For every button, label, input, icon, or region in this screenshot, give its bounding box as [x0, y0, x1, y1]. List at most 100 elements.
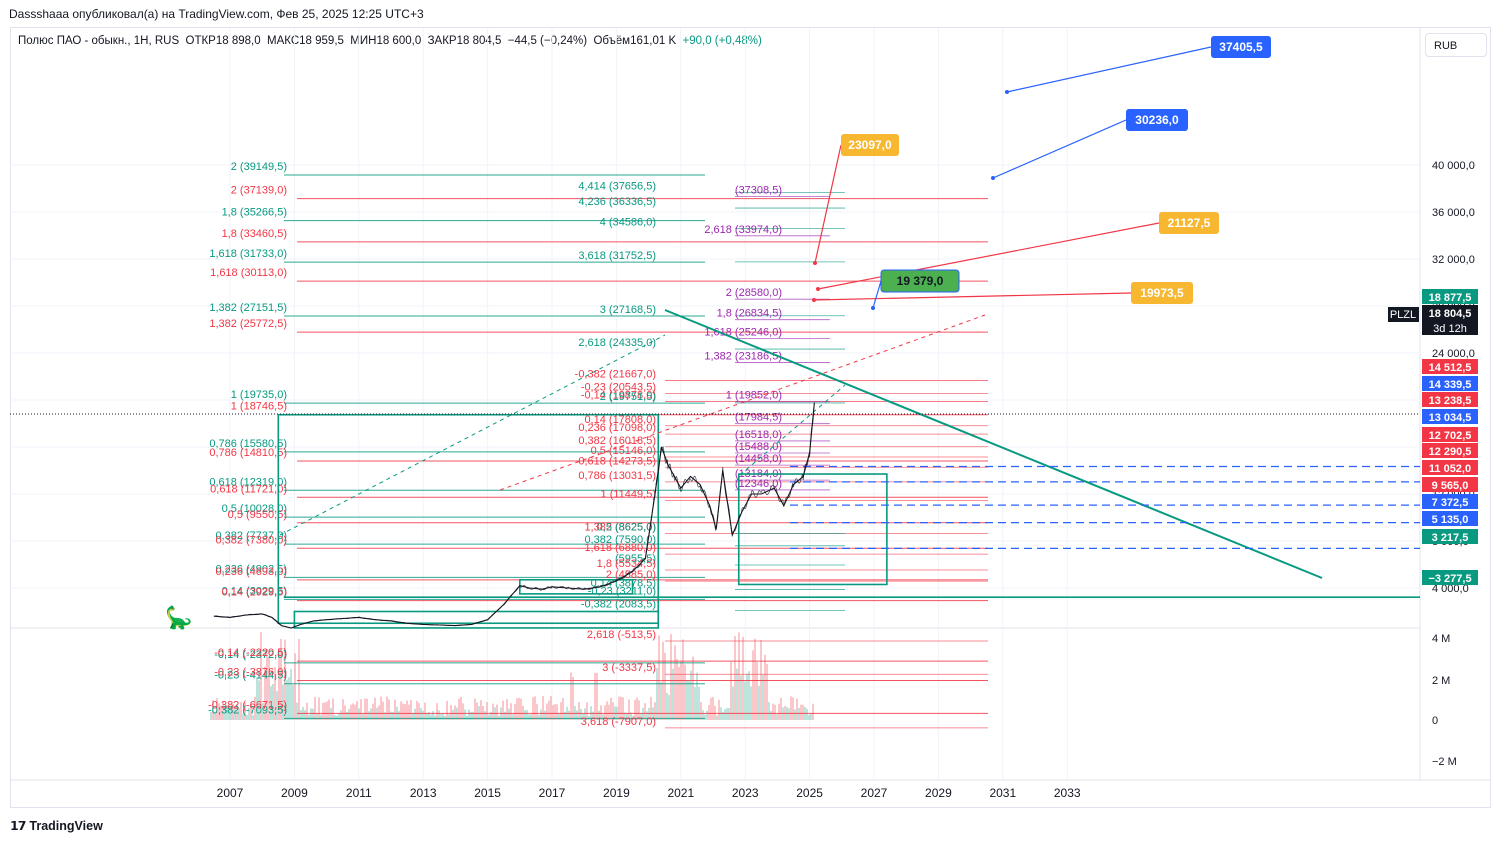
x-tick-label: 2011 [346, 786, 372, 800]
fib-level-label: 1 (11449,5) [601, 488, 656, 500]
fib-level-label: 0,236 (4902,5) [215, 563, 287, 575]
fib-level-label: 2 (4585,0) [606, 569, 656, 581]
fib-level-label: 4 (34586,0) [600, 217, 656, 229]
replay-dino-icon: 🦕 [165, 605, 192, 630]
fib-level-label: 1,382 (27151,5) [209, 302, 287, 314]
price-axis-tag [1422, 460, 1478, 475]
symbol-title[interactable]: Полюс ПАО - обыкн., 1H, RUS [18, 35, 180, 47]
currency-button[interactable]: RUB [1425, 33, 1487, 57]
open-value: ОТКР18 898,0 [185, 35, 261, 47]
y-tick-label: 40 000,0 [1432, 160, 1475, 172]
x-tick-label: 2031 [989, 786, 1016, 800]
fib-level-label: 1 (19735,0) [231, 389, 287, 401]
fib-level-label: 1,8 (26834,5) [717, 308, 782, 320]
fib-level-label: 1,382 (23186,5) [704, 351, 782, 363]
fib-level-label: 0,382 (7590,0) [584, 534, 656, 546]
price-axis-tag [1422, 511, 1478, 526]
fib-level-label: 3,618 (-7907,0) [581, 716, 656, 728]
fib-level-label: 1,382 (8625,0) [584, 522, 656, 534]
fib-level-label: 0,382 (7737,0) [215, 530, 287, 542]
volume-tick-label: 0 [1432, 715, 1438, 727]
callout-leader [813, 292, 1132, 301]
fib-level-label: -0,23 (20543,5) [581, 382, 656, 394]
volume-value: Объём161,01 K [593, 35, 677, 47]
price-axis-tag-label: 12 702,5 [1429, 430, 1472, 442]
fib-level-label: -0,14 (-2372,0) [214, 649, 287, 661]
fib-level-label: 0,236 (17098,0) [578, 422, 656, 434]
callout-anchor [871, 306, 875, 310]
range-box [277, 413, 660, 625]
fib-level-label: 2 (28580,0) [726, 287, 782, 299]
countdown-label: 3d 12h [1433, 323, 1467, 335]
x-tick-label: 2013 [410, 786, 437, 800]
fib-level-label: (37308,5) [735, 185, 782, 197]
fib-level-label: 1,8 (5534,5) [597, 558, 656, 570]
fib-level-label: -0,382 (21667,0) [575, 368, 656, 380]
y-tick-label: 36 000,0 [1432, 207, 1475, 219]
price-axis-tag-label: 13 238,5 [1429, 395, 1472, 407]
price-axis-tag [1422, 443, 1478, 458]
target-callout [1126, 109, 1188, 131]
price-axis-tag-label: 18 877,5 [1429, 292, 1472, 304]
fib-level-label: -0,23 (-3876,0) [214, 667, 287, 679]
target-callout [1211, 36, 1271, 58]
fib-level-label: 0,5 (8625,0) [597, 522, 656, 534]
x-tick-label: 2019 [603, 786, 630, 800]
low-value: МИН18 600,0 [350, 35, 422, 47]
fib-level-label: 0,382 (16018,5) [578, 435, 656, 447]
price-series-detail [213, 406, 815, 629]
volume-tick-label: 2 M [1432, 675, 1450, 687]
fib-level-label: 3 (27168,5) [600, 304, 656, 316]
fib-level-label: 1,618 (31733,0) [209, 248, 287, 260]
fib-level-label: 0,786 (13031,5) [578, 470, 656, 482]
fib-level-label: -0,14 (-2220,5) [214, 647, 287, 659]
price-axis-tag-label: 12 290,5 [1429, 446, 1472, 458]
callout-leader [872, 280, 882, 309]
fib-level-label: (12346,0) [735, 478, 782, 490]
fib-level-label: 1 (18746,5) [231, 401, 287, 413]
fib-level-label: (15488,0) [735, 441, 782, 453]
price-axis-tag-label: −3 277,5 [1428, 573, 1471, 585]
fib-level-label: 0,786 (14810,5) [209, 447, 287, 459]
fib-level-label: 0,618 (12319,0) [209, 476, 287, 488]
fib-level-label: -0,382 (-7093,5) [208, 704, 287, 716]
fib-level-label: 1 (19852,0) [726, 390, 782, 402]
fib-level-label: 0,618 (14273,5) [578, 455, 656, 467]
target-callout-label: 19 379,0 [897, 274, 944, 288]
price-axis-tag [1422, 529, 1478, 544]
volume-change: +90,0 (+0,48%) [682, 35, 762, 47]
fib-level-label: 0,786 (15580,5) [209, 438, 287, 450]
fib-level-label: -0,23 (-4144,5) [214, 670, 287, 682]
footer-brand: 𝟭𝟳 TradingView [10, 818, 103, 833]
range-box [737, 473, 888, 586]
price-axis-tag-label: 3 217,5 [1432, 532, 1469, 544]
callout-leader [1006, 46, 1212, 93]
target-callout-label: 21127,5 [1168, 216, 1211, 230]
fib-level-label: 1,618 (6880,0) [584, 542, 656, 554]
price-axis-tag [1422, 392, 1478, 407]
price-axis-tag [1422, 359, 1478, 374]
callout-anchor [1005, 90, 1009, 94]
callout-leader [992, 119, 1127, 179]
fib-level-label: 1,618 (30113,0) [210, 267, 287, 279]
x-tick-label: 2029 [925, 786, 952, 800]
publisher-line: Dassshaaa опубликовал(а) на TradingView.… [9, 7, 424, 21]
price-axis-tag-label: 11 052,0 [1429, 463, 1471, 475]
y-tick-label: 32 000,0 [1432, 254, 1475, 266]
target-callout [841, 134, 899, 156]
fib-level-label: 1,382 (25772,5) [209, 318, 287, 330]
fib-level-label: 2,618 (33974,0) [704, 224, 782, 236]
symbol-tag-label: PLZL [1390, 309, 1416, 321]
fib-level-label: -0,14 (19878,0) [581, 389, 656, 401]
target-callout-label: 23097,0 [848, 138, 892, 152]
fib-level-label: 2 (19751,5) [600, 391, 656, 403]
x-tick-label: 2015 [474, 786, 501, 800]
chart-frame [10, 27, 1491, 808]
symbol-tag [1388, 307, 1419, 322]
fib-level-label: -0,382 (-6671,5) [208, 699, 287, 711]
fib-level-label: 1,618 (25246,0) [704, 326, 782, 338]
fib-level-label: 0,14 (17808,0) [584, 414, 656, 426]
fib-level-label: 0,14 (3029,5) [222, 585, 287, 597]
x-tick-label: 2017 [539, 786, 566, 800]
